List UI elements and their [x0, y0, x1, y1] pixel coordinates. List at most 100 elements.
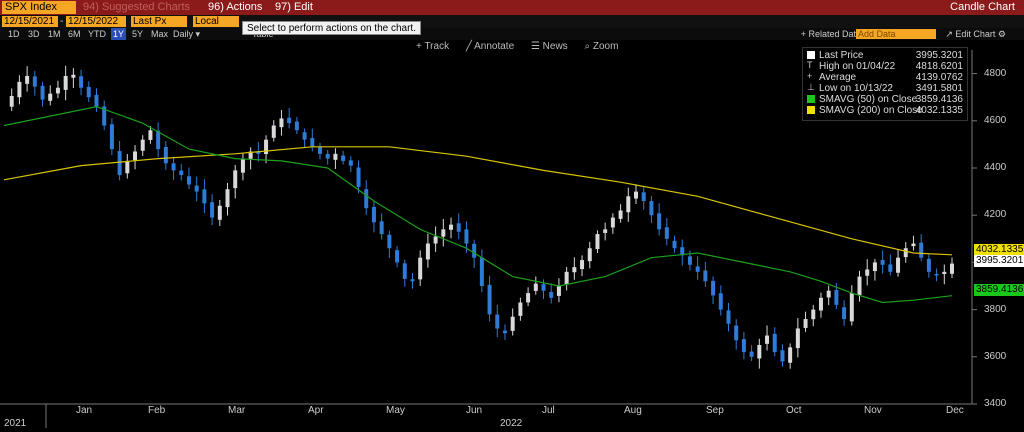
- sma200-swatch: [807, 106, 815, 114]
- high-icon: T: [807, 60, 813, 70]
- candle-body: [402, 263, 407, 279]
- candle-body: [163, 146, 168, 164]
- candle-body: [765, 335, 770, 344]
- edit-menu[interactable]: 97) Edit ▾: [275, 1, 313, 26]
- candle-body: [510, 316, 515, 331]
- candle-body: [672, 240, 677, 249]
- candle-body: [264, 139, 269, 154]
- range-1m[interactable]: 1M: [48, 29, 61, 39]
- range-1y[interactable]: 1Y: [111, 28, 127, 40]
- candle-body: [950, 263, 954, 274]
- news-tool[interactable]: ☰ News: [530, 41, 568, 52]
- range-5y[interactable]: 5Y: [132, 29, 144, 39]
- range-1d[interactable]: 1D: [8, 29, 20, 39]
- candle-body: [526, 293, 531, 303]
- candle-body: [757, 345, 762, 359]
- candle-body: [333, 153, 338, 160]
- candle-body: [202, 189, 207, 204]
- candle-body: [795, 328, 800, 349]
- candle-body: [595, 234, 600, 250]
- legend-last-price: Last Price 3995.3201: [807, 50, 965, 61]
- y-tick-label: 3800: [984, 303, 1007, 315]
- last-price-swatch: [807, 51, 815, 59]
- candle-body: [903, 248, 908, 258]
- candle-body: [479, 257, 484, 286]
- candle-body: [865, 269, 870, 276]
- ticker-field[interactable]: SPX Index: [2, 1, 76, 14]
- zoom-tool[interactable]: ⌕ Zoom: [584, 41, 619, 52]
- candle-body: [287, 117, 292, 124]
- currency-select[interactable]: Local CCY: [193, 16, 239, 38]
- candle-body: [880, 260, 885, 265]
- suggested-charts-menu[interactable]: 94) Suggested Charts: [83, 1, 191, 13]
- edit-chart-button[interactable]: ↗ Edit Chart ⚙: [945, 29, 1006, 39]
- candle-body: [341, 155, 346, 161]
- related-data-button[interactable]: + Related Dat: [800, 29, 856, 39]
- add-data-input[interactable]: Add Data: [856, 29, 936, 39]
- candle-body: [25, 75, 30, 84]
- candle-body: [919, 242, 924, 258]
- candle-body: [634, 191, 638, 199]
- candle-body: [86, 86, 91, 98]
- frequency-select[interactable]: Daily ▾: [173, 29, 201, 39]
- candle-body: [379, 221, 384, 235]
- candle-body: [911, 243, 916, 247]
- candle-body: [418, 257, 423, 280]
- candle-body: [780, 350, 785, 362]
- range-max[interactable]: Max: [151, 29, 169, 39]
- candle-body: [194, 185, 199, 192]
- candle-body: [872, 262, 877, 272]
- date-separator: -: [60, 16, 64, 27]
- candle-body: [502, 330, 507, 334]
- candle-body: [318, 146, 322, 154]
- field-select[interactable]: Last Px: [131, 16, 187, 27]
- x-month-label: Mar: [228, 405, 246, 416]
- range-6m[interactable]: 6M: [68, 29, 81, 39]
- x-month-label: May: [386, 405, 405, 416]
- candle-body: [395, 250, 400, 263]
- sma200-line: [3, 146, 953, 256]
- x-month-label: Apr: [308, 405, 324, 416]
- candle-body: [849, 293, 854, 322]
- candle-body: [664, 227, 669, 239]
- actions-menu[interactable]: 96) Actions ▾: [208, 1, 263, 26]
- candle-body: [186, 176, 191, 185]
- legend-sma200: SMAVG (200) on Close 4032.1335: [807, 105, 965, 116]
- sma50-swatch: [807, 95, 815, 103]
- end-date-input[interactable]: 12/15/2022: [66, 16, 126, 27]
- legend-high: T High on 01/04/22 4818.6201: [807, 60, 963, 73]
- x-month-label: Jan: [76, 405, 93, 416]
- candle-body: [641, 192, 646, 202]
- candle-body: [772, 333, 777, 353]
- annotate-tool[interactable]: ╱ Annotate: [465, 41, 515, 52]
- candle-body: [857, 276, 862, 296]
- track-tool[interactable]: + Track: [416, 41, 450, 52]
- candle-body: [233, 170, 238, 189]
- candle-body: [926, 258, 931, 272]
- candle-body: [356, 167, 361, 187]
- candle-body: [410, 279, 415, 282]
- candle-body: [734, 325, 739, 341]
- start-date-input[interactable]: 12/15/2021: [2, 16, 58, 27]
- candle-body: [803, 319, 808, 328]
- candle-body: [472, 243, 477, 258]
- range-3d[interactable]: 3D: [28, 29, 40, 39]
- candle-body: [179, 170, 184, 176]
- range-ytd[interactable]: YTD: [88, 29, 106, 39]
- candle-body: [225, 189, 230, 208]
- candle-body: [441, 229, 446, 237]
- candle-body: [726, 310, 731, 324]
- candle-body: [556, 286, 561, 296]
- candle-body: [9, 96, 14, 107]
- candle-body: [626, 196, 631, 213]
- candle-body: [109, 124, 114, 150]
- actions-tooltip: Select to perform actions on the chart.: [242, 21, 421, 35]
- candle-body: [63, 75, 68, 90]
- candle-body: [834, 289, 839, 305]
- candle-body: [703, 270, 708, 282]
- candle-body: [680, 247, 685, 256]
- candle-body: [657, 213, 662, 230]
- candle-body: [610, 217, 615, 228]
- candle-body: [364, 189, 369, 209]
- candle-body: [649, 201, 654, 216]
